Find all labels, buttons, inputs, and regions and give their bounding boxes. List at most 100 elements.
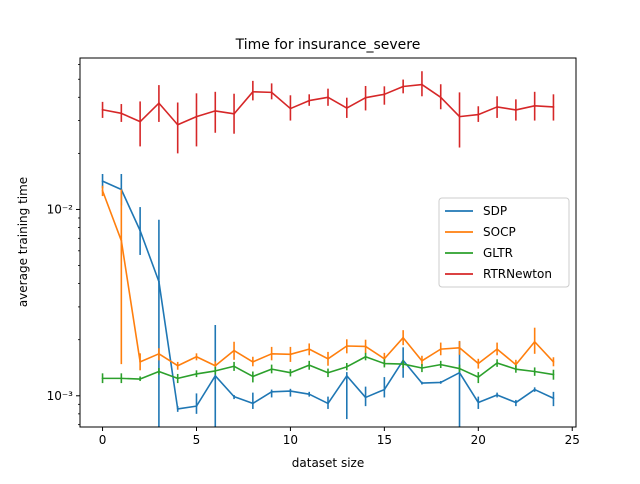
legend-label-SDP: SDP xyxy=(483,204,507,218)
data-point-RTRNewton-23 xyxy=(533,104,536,107)
data-point-RTRNewton-18 xyxy=(439,96,442,99)
y-tick-label-1: 10⁻² xyxy=(47,202,74,216)
data-point-GLTR-22 xyxy=(514,368,517,371)
data-point-GLTR-2 xyxy=(139,378,142,380)
data-point-SDP-10 xyxy=(289,390,292,392)
data-point-SOCP-7 xyxy=(233,349,235,352)
data-point-SOCP-11 xyxy=(308,348,311,351)
data-point-GLTR-14 xyxy=(364,355,367,358)
data-point-RTRNewton-3 xyxy=(158,102,160,105)
data-point-RTRNewton-4 xyxy=(176,123,179,126)
series-layer xyxy=(101,71,555,427)
data-point-SDP-0 xyxy=(101,180,104,182)
data-point-SOCP-17 xyxy=(421,359,423,362)
data-point-SDP-2 xyxy=(139,229,142,232)
data-point-GLTR-17 xyxy=(421,367,423,369)
data-point-SDP-21 xyxy=(496,394,498,396)
data-point-SOCP-21 xyxy=(496,348,498,351)
data-point-SOCP-24 xyxy=(552,361,555,363)
data-point-SDP-6 xyxy=(214,374,217,377)
data-point-SDP-23 xyxy=(533,388,536,391)
data-point-SOCP-15 xyxy=(383,357,386,360)
data-point-RTRNewton-8 xyxy=(251,90,254,93)
legend-box xyxy=(438,197,570,288)
data-point-RTRNewton-6 xyxy=(214,110,217,112)
data-point-RTRNewton-22 xyxy=(514,109,517,111)
data-point-SOCP-10 xyxy=(289,353,292,356)
x-tick-label-15: 15 xyxy=(377,433,392,447)
legend-label-GLTR: GLTR xyxy=(483,246,513,260)
data-point-GLTR-16 xyxy=(402,363,405,365)
plot-frame xyxy=(79,57,577,428)
data-point-RTRNewton-19 xyxy=(458,115,461,118)
data-point-RTRNewton-12 xyxy=(327,96,329,99)
data-point-SDP-17 xyxy=(421,382,423,384)
data-point-SOCP-8 xyxy=(251,361,254,363)
data-point-GLTR-10 xyxy=(289,371,292,374)
data-point-SDP-11 xyxy=(308,393,311,396)
data-point-GLTR-1 xyxy=(120,377,123,380)
data-point-SOCP-5 xyxy=(195,355,198,358)
series-SOCP xyxy=(101,185,555,371)
data-point-SOCP-20 xyxy=(477,362,480,365)
data-point-SOCP-6 xyxy=(214,364,217,367)
data-point-RTRNewton-10 xyxy=(289,107,292,110)
x-tick-label-0: 0 xyxy=(99,433,107,447)
data-point-RTRNewton-1 xyxy=(120,112,123,115)
legend-label-RTRNewton: RTRNewton xyxy=(483,267,552,281)
data-point-SOCP-13 xyxy=(345,345,348,347)
y-axis-label: average training time xyxy=(16,177,30,307)
data-point-GLTR-5 xyxy=(195,373,198,375)
x-axis-label: dataset size xyxy=(292,456,364,470)
data-point-SDP-15 xyxy=(383,388,386,391)
data-point-SOCP-16 xyxy=(402,336,405,339)
data-point-GLTR-15 xyxy=(383,362,386,365)
data-point-GLTR-21 xyxy=(496,362,498,364)
data-point-SDP-8 xyxy=(251,402,254,405)
x-tick-label-25: 25 xyxy=(565,433,580,447)
data-point-SDP-24 xyxy=(552,397,555,400)
data-point-RTRNewton-21 xyxy=(496,106,498,108)
x-tick-label-20: 20 xyxy=(471,433,486,447)
data-point-SOCP-2 xyxy=(139,361,142,363)
data-point-SDP-9 xyxy=(270,390,273,393)
data-point-GLTR-6 xyxy=(214,370,217,372)
data-point-SDP-19 xyxy=(458,371,461,374)
data-point-SDP-22 xyxy=(514,401,517,404)
data-point-SOCP-18 xyxy=(439,348,442,351)
data-point-GLTR-9 xyxy=(270,368,273,371)
data-point-RTRNewton-17 xyxy=(421,83,423,86)
data-point-SDP-3 xyxy=(158,280,160,283)
data-point-RTRNewton-0 xyxy=(101,108,104,111)
data-point-SDP-18 xyxy=(439,381,442,384)
data-point-SDP-12 xyxy=(327,402,329,405)
series-GLTR xyxy=(101,352,555,384)
data-point-GLTR-7 xyxy=(233,365,235,368)
data-point-SOCP-4 xyxy=(176,364,179,367)
data-point-SDP-13 xyxy=(345,374,348,377)
data-point-SDP-14 xyxy=(364,396,367,399)
data-point-SDP-4 xyxy=(176,408,179,410)
data-point-GLTR-20 xyxy=(477,376,480,378)
data-point-SOCP-1 xyxy=(120,239,123,242)
data-point-SOCP-9 xyxy=(270,352,273,355)
data-point-RTRNewton-11 xyxy=(308,99,311,102)
data-point-GLTR-0 xyxy=(101,377,104,380)
data-point-SDP-20 xyxy=(477,401,480,404)
data-point-GLTR-13 xyxy=(345,365,348,368)
data-point-SOCP-22 xyxy=(514,363,517,366)
data-point-SDP-7 xyxy=(233,395,235,398)
data-point-SOCP-14 xyxy=(364,345,367,348)
data-point-SOCP-3 xyxy=(158,352,160,355)
x-tick-label-5: 5 xyxy=(193,433,201,447)
data-point-GLTR-4 xyxy=(176,377,179,380)
data-point-RTRNewton-16 xyxy=(402,85,405,88)
data-point-RTRNewton-14 xyxy=(364,96,367,99)
series-RTRNewton xyxy=(101,71,555,154)
series-SDP xyxy=(101,174,555,427)
data-point-GLTR-19 xyxy=(458,367,461,370)
data-point-RTRNewton-24 xyxy=(552,106,555,108)
data-point-SDP-5 xyxy=(195,405,198,408)
data-point-RTRNewton-2 xyxy=(139,120,142,123)
